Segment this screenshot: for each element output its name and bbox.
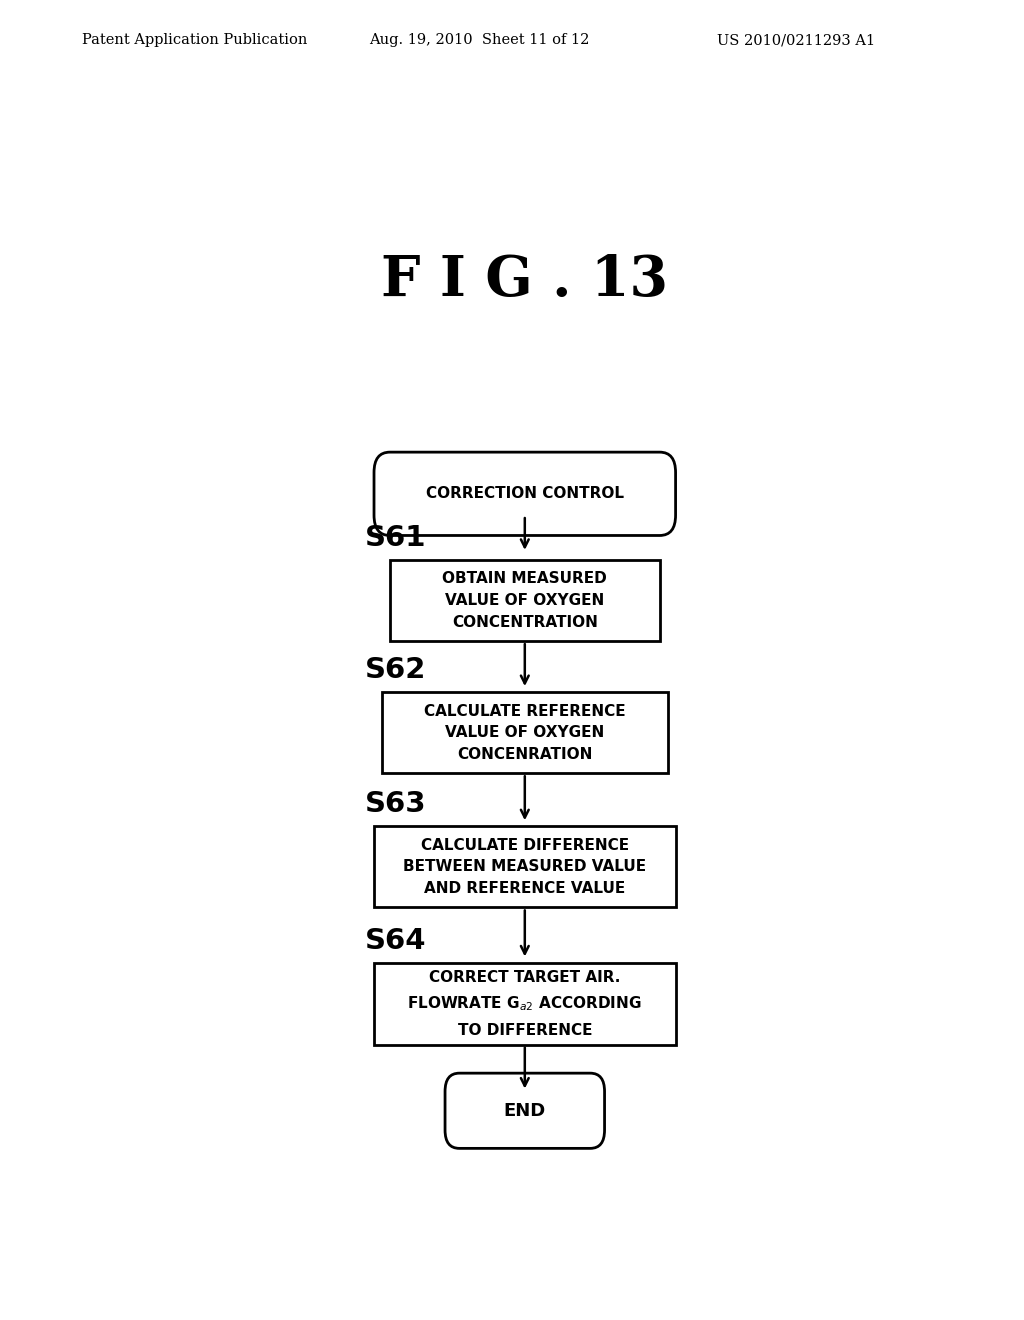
Text: CALCULATE REFERENCE
VALUE OF OXYGEN
CONCENRATION: CALCULATE REFERENCE VALUE OF OXYGEN CONC… — [424, 704, 626, 762]
FancyBboxPatch shape — [374, 453, 676, 536]
FancyBboxPatch shape — [390, 560, 659, 642]
Text: END: END — [504, 1102, 546, 1119]
Text: Aug. 19, 2010  Sheet 11 of 12: Aug. 19, 2010 Sheet 11 of 12 — [369, 33, 589, 48]
Text: S63: S63 — [365, 789, 426, 818]
Text: CALCULATE DIFFERENCE
BETWEEN MEASURED VALUE
AND REFERENCE VALUE: CALCULATE DIFFERENCE BETWEEN MEASURED VA… — [403, 838, 646, 896]
FancyBboxPatch shape — [382, 692, 668, 774]
Text: S62: S62 — [365, 656, 426, 684]
FancyBboxPatch shape — [374, 964, 676, 1044]
Text: FLOWRATE $\mathbf{G}_{a2}$ ACCORDING: FLOWRATE $\mathbf{G}_{a2}$ ACCORDING — [408, 995, 642, 1014]
Text: OBTAIN MEASURED
VALUE OF OXYGEN
CONCENTRATION: OBTAIN MEASURED VALUE OF OXYGEN CONCENTR… — [442, 572, 607, 630]
FancyBboxPatch shape — [374, 826, 676, 907]
Text: US 2010/0211293 A1: US 2010/0211293 A1 — [717, 33, 874, 48]
Text: CORRECT TARGET AIR.: CORRECT TARGET AIR. — [429, 970, 621, 985]
Text: TO DIFFERENCE: TO DIFFERENCE — [458, 1023, 592, 1038]
Text: S61: S61 — [365, 524, 426, 552]
Text: Patent Application Publication: Patent Application Publication — [82, 33, 307, 48]
Text: S64: S64 — [365, 927, 426, 956]
Text: F I G . 13: F I G . 13 — [381, 253, 669, 308]
Text: CORRECTION CONTROL: CORRECTION CONTROL — [426, 486, 624, 502]
FancyBboxPatch shape — [445, 1073, 604, 1148]
